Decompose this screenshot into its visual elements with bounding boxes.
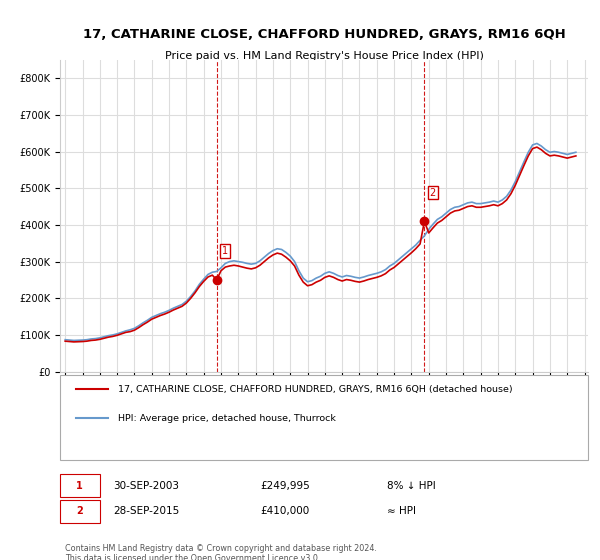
Text: ≈ HPI: ≈ HPI <box>388 506 416 516</box>
Text: HPI: Average price, detached house, Thurrock: HPI: Average price, detached house, Thur… <box>118 414 336 423</box>
Text: 2: 2 <box>76 506 83 516</box>
Text: 28-SEP-2015: 28-SEP-2015 <box>113 506 179 516</box>
FancyBboxPatch shape <box>60 474 100 497</box>
Text: 1: 1 <box>222 246 228 256</box>
Text: £249,995: £249,995 <box>260 480 310 491</box>
Text: Contains HM Land Registry data © Crown copyright and database right 2024.
This d: Contains HM Land Registry data © Crown c… <box>65 544 377 560</box>
Text: 8% ↓ HPI: 8% ↓ HPI <box>388 480 436 491</box>
FancyBboxPatch shape <box>60 376 588 460</box>
Text: 17, CATHARINE CLOSE, CHAFFORD HUNDRED, GRAYS, RM16 6QH (detached house): 17, CATHARINE CLOSE, CHAFFORD HUNDRED, G… <box>118 385 513 394</box>
Text: Price paid vs. HM Land Registry's House Price Index (HPI): Price paid vs. HM Land Registry's House … <box>164 51 484 61</box>
Text: 30-SEP-2003: 30-SEP-2003 <box>113 480 179 491</box>
Text: 17, CATHARINE CLOSE, CHAFFORD HUNDRED, GRAYS, RM16 6QH: 17, CATHARINE CLOSE, CHAFFORD HUNDRED, G… <box>83 27 565 40</box>
FancyBboxPatch shape <box>60 500 100 522</box>
Text: £410,000: £410,000 <box>260 506 310 516</box>
Text: 2: 2 <box>430 188 436 198</box>
Text: 1: 1 <box>76 480 83 491</box>
